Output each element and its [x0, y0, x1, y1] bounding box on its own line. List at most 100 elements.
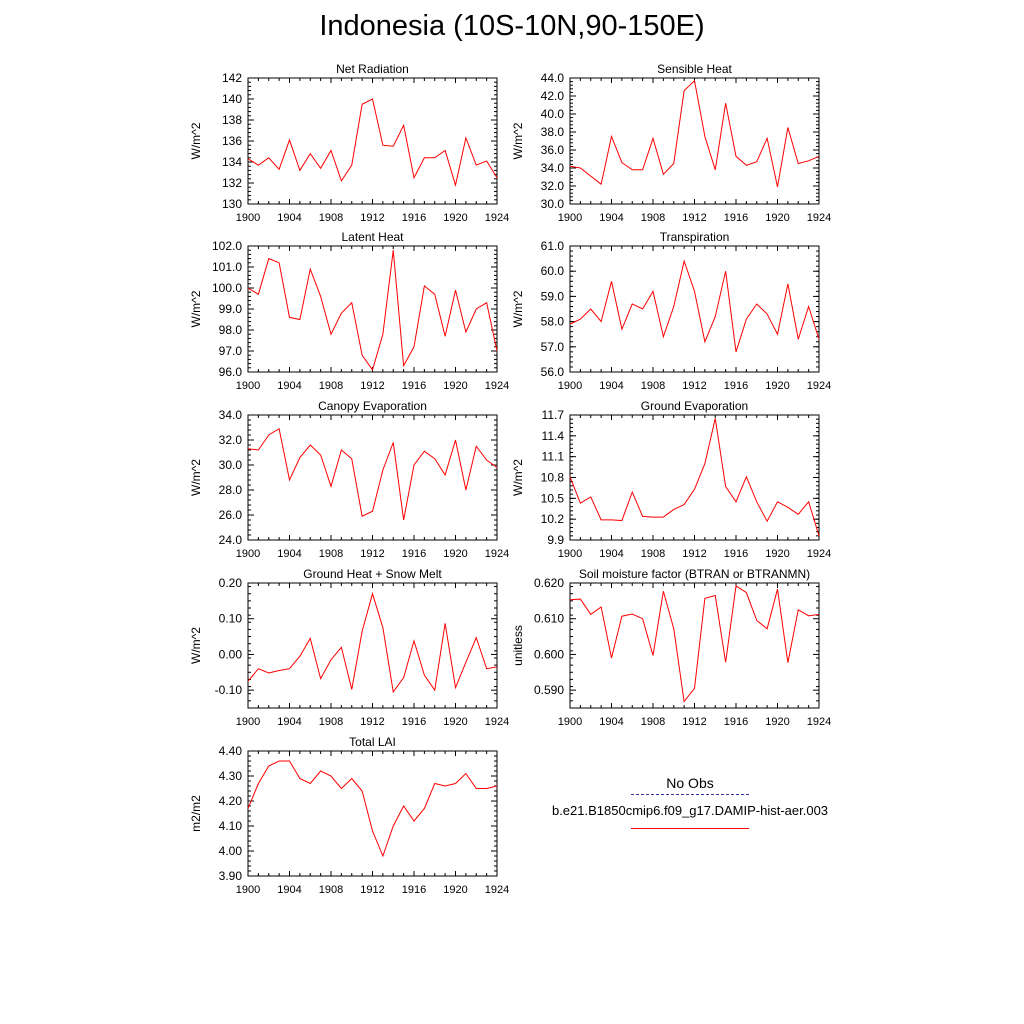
y-tick-label: 11.7 — [542, 408, 565, 422]
x-tick-label: 1920 — [443, 380, 467, 392]
x-tick-label: 1924 — [807, 548, 831, 560]
x-tick-label: 1904 — [277, 212, 301, 224]
y-tick-label: 138 — [222, 113, 242, 127]
x-tick-label: 1924 — [807, 212, 831, 224]
panel-title: Transpiration — [660, 230, 730, 244]
panel-1: 1900 1904 1908 1912 1916 1920 1924 130 132 134 136… — [189, 62, 509, 224]
y-tick-label: 0.00 — [219, 647, 243, 661]
y-tick-label: 57.0 — [541, 340, 565, 354]
x-tick-label: 1904 — [599, 548, 623, 560]
y-tick-label: -0.10 — [215, 683, 243, 697]
y-tick-label: 30.0 — [541, 197, 565, 211]
plot-frame — [569, 414, 820, 541]
x-tick-label: 1908 — [319, 548, 343, 560]
y-tick-label: 96.0 — [219, 365, 243, 379]
series-line — [569, 418, 820, 536]
series-line — [247, 760, 498, 858]
x-tick-label: 1920 — [765, 380, 789, 392]
panel-3: 1900 1904 1908 1912 1916 1920 1924 96.0 97.0 98.0… — [189, 230, 509, 392]
y-tick-label: 11.4 — [542, 429, 565, 443]
y-tick-label: 58.0 — [541, 315, 565, 329]
y-tick-label: 59.0 — [541, 289, 565, 303]
x-tick-label: 1904 — [599, 380, 623, 392]
x-tick-label: 1912 — [360, 380, 384, 392]
x-tick-label: 1920 — [765, 548, 789, 560]
y-tick-label: 134 — [222, 155, 242, 169]
panel-6: 1900 1904 1908 1912 1916 1920 1924 9.9 10.2 10.5 1… — [511, 399, 831, 560]
y-tick-label: 28.0 — [219, 483, 243, 497]
panel-title: Sensible Heat — [657, 62, 732, 76]
plot-frame — [569, 245, 820, 373]
y-axis-label: W/m^2 — [511, 290, 525, 327]
y-tick-label: 0.20 — [219, 576, 243, 590]
y-tick-label: 11.1 — [542, 450, 565, 464]
y-tick-label: 42.0 — [541, 89, 565, 103]
x-tick-label: 1920 — [765, 212, 789, 224]
plot-frame — [569, 582, 820, 709]
y-tick-label: 4.10 — [219, 819, 243, 833]
x-tick-label: 1916 — [724, 212, 748, 224]
y-tick-label: 101.0 — [212, 260, 242, 274]
legend-model-line — [631, 828, 749, 829]
x-tick-label: 1900 — [236, 212, 260, 224]
x-tick-label: 1924 — [485, 884, 509, 896]
x-tick-label: 1900 — [236, 380, 260, 392]
y-tick-label: 4.40 — [219, 744, 243, 758]
y-tick-label: 98.0 — [219, 323, 243, 337]
y-tick-label: 9.9 — [547, 533, 564, 547]
panel-title: Total LAI — [349, 735, 396, 749]
y-axis-label: m2/m2 — [189, 795, 203, 832]
y-tick-label: 0.10 — [219, 612, 243, 626]
x-tick-label: 1908 — [319, 380, 343, 392]
x-tick-label: 1912 — [682, 716, 706, 728]
y-axis-label: W/m^2 — [189, 627, 203, 664]
y-tick-label: 0.590 — [534, 683, 564, 697]
panel-5: 1900 1904 1908 1912 1916 1920 1924 24.0 26.0 28.0… — [189, 399, 509, 560]
x-tick-label: 1924 — [485, 716, 509, 728]
x-tick-label: 1916 — [402, 380, 426, 392]
y-tick-label: 132 — [222, 176, 242, 190]
y-tick-label: 24.0 — [219, 533, 243, 547]
x-tick-label: 1924 — [485, 548, 509, 560]
y-tick-label: 40.0 — [541, 107, 565, 121]
legend-model-label: b.e21.B1850cmip6.f09_g17.DAMIP-hist-aer.… — [551, 803, 829, 818]
series-line — [247, 427, 498, 521]
series-line — [247, 98, 498, 188]
y-tick-label: 99.0 — [219, 302, 243, 316]
y-axis-label: W/m^2 — [511, 459, 525, 496]
x-tick-label: 1912 — [360, 884, 384, 896]
y-tick-label: 56.0 — [541, 365, 565, 379]
panel-title: Latent Heat — [341, 230, 404, 244]
y-tick-label: 4.00 — [219, 844, 243, 858]
y-axis-label: W/m^2 — [189, 290, 203, 327]
panel-8: 1900 1904 1908 1912 1916 1920 1924 0.590 0.600 0.… — [511, 567, 831, 728]
x-tick-label: 1924 — [807, 716, 831, 728]
y-tick-label: 97.0 — [219, 344, 243, 358]
x-tick-label: 1904 — [599, 212, 623, 224]
y-tick-label: 142 — [222, 71, 242, 85]
panel-title: Ground Evaporation — [641, 399, 748, 413]
plot-frame — [247, 245, 498, 373]
y-tick-label: 61.0 — [541, 239, 565, 253]
x-tick-label: 1912 — [682, 212, 706, 224]
legend: No Obs b.e21.B1850cmip6.f09_g17.DAMIP-hi… — [530, 775, 850, 829]
y-axis-label: W/m^2 — [189, 459, 203, 496]
panel-2: 1900 1904 1908 1912 1916 1920 1924 30.0 32.0 34.0… — [511, 62, 831, 224]
y-tick-label: 34.0 — [541, 161, 565, 175]
y-tick-label: 60.0 — [541, 264, 565, 278]
plot-frame — [569, 77, 820, 205]
x-tick-label: 1916 — [724, 380, 748, 392]
panel-title: Net Radiation — [336, 62, 409, 76]
x-tick-label: 1904 — [599, 716, 623, 728]
x-tick-label: 1920 — [443, 884, 467, 896]
x-tick-label: 1920 — [443, 716, 467, 728]
x-tick-label: 1900 — [558, 212, 582, 224]
x-tick-label: 1916 — [402, 884, 426, 896]
y-tick-label: 3.90 — [219, 869, 243, 883]
x-tick-label: 1908 — [641, 716, 665, 728]
x-tick-label: 1916 — [402, 716, 426, 728]
page-title: Indonesia (10S-10N,90-150E) — [319, 10, 705, 42]
x-tick-label: 1920 — [765, 716, 789, 728]
x-tick-label: 1900 — [236, 884, 260, 896]
